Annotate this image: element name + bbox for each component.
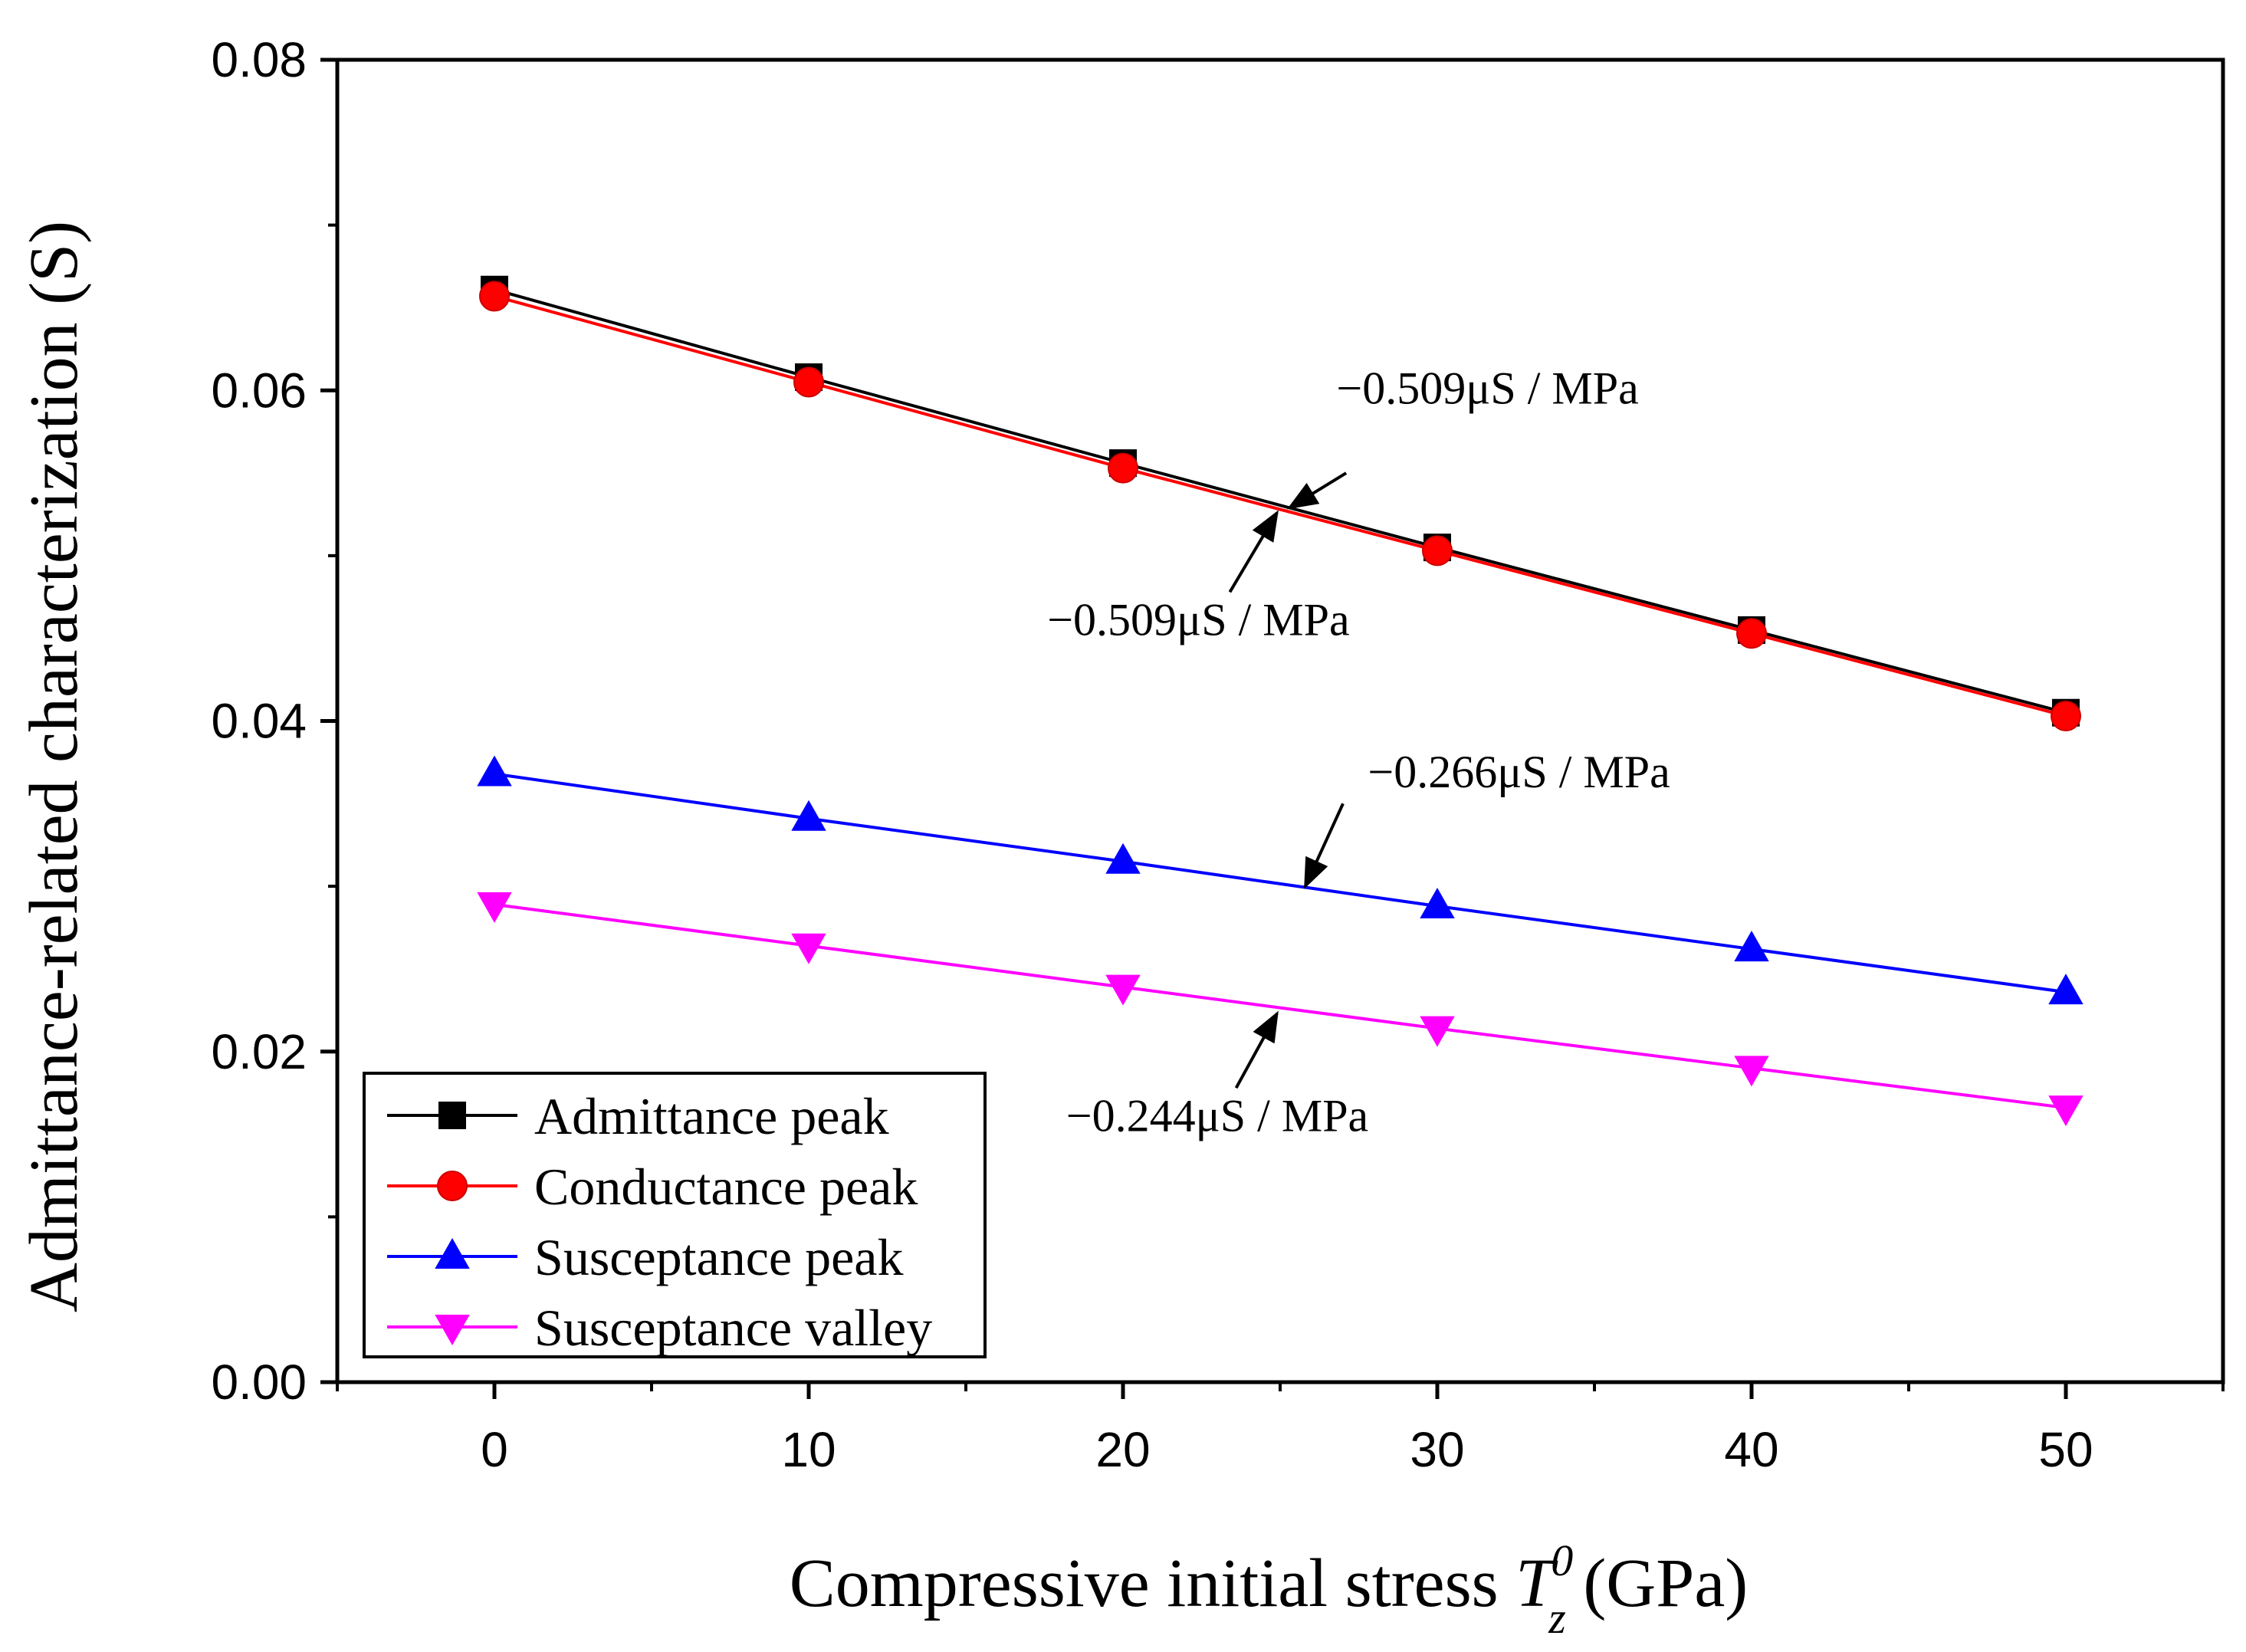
legend-item-susceptance-valley: Susceptance valley bbox=[387, 1299, 932, 1357]
legend-marker bbox=[435, 1237, 470, 1269]
annotation-label: −0.509μS / MPa bbox=[1047, 594, 1349, 645]
data-point bbox=[791, 800, 826, 831]
annotation-arrow bbox=[1228, 510, 1279, 593]
series-admittance-peak bbox=[481, 275, 2080, 727]
x-axis-title: Compressive initial stress T0 z (GPa) bbox=[790, 1535, 1749, 1643]
legend-item-susceptance-peak: Susceptance peak bbox=[387, 1228, 903, 1286]
x-axis-title-subscript: z bbox=[1548, 1593, 1566, 1643]
data-point bbox=[1736, 618, 1767, 649]
annotation-arrow bbox=[1303, 803, 1345, 889]
x-tick-label: 30 bbox=[1410, 1422, 1464, 1477]
annotation-4: −0.244μS / MPa bbox=[1066, 1010, 1368, 1141]
data-point bbox=[2051, 701, 2081, 732]
data-point bbox=[2048, 1095, 2083, 1127]
x-axis-title-superscript: 0 bbox=[1551, 1535, 1573, 1585]
legend-item-conductance-peak: Conductance peak bbox=[387, 1158, 918, 1216]
data-point bbox=[477, 892, 512, 923]
annotation-arrow bbox=[1286, 471, 1348, 510]
data-point bbox=[791, 933, 826, 964]
series-line bbox=[494, 772, 2067, 994]
annotation-label: −0.244μS / MPa bbox=[1066, 1090, 1368, 1141]
legend-label: Admittance peak bbox=[534, 1087, 889, 1145]
series-line bbox=[494, 294, 2067, 718]
data-point bbox=[793, 366, 824, 398]
x-axis-title-prefix: Compressive initial stress bbox=[790, 1545, 1515, 1621]
series-line bbox=[494, 287, 2067, 714]
x-tick-label: 0 bbox=[481, 1422, 508, 1477]
legend-label: Conductance peak bbox=[534, 1158, 918, 1216]
annotation-3: −0.266μS / MPa bbox=[1303, 747, 1670, 889]
legend: Admittance peak Conductance peak Susceptan… bbox=[363, 1072, 987, 1358]
series-conductance-peak bbox=[479, 281, 2081, 732]
x-tick-label: 40 bbox=[1724, 1422, 1778, 1477]
x-axis-title-symbol: T bbox=[1515, 1545, 1558, 1621]
annotation-arrow bbox=[1234, 1010, 1279, 1089]
data-point bbox=[479, 281, 510, 312]
y-tick-label: 0.00 bbox=[211, 1355, 307, 1410]
legend-marker bbox=[438, 1102, 466, 1129]
y-tick-label: 0.04 bbox=[211, 694, 307, 749]
annotation-label: −0.509μS / MPa bbox=[1336, 363, 1638, 414]
legend-box bbox=[363, 1072, 987, 1358]
series-layer bbox=[477, 275, 2083, 1127]
data-point bbox=[2048, 974, 2083, 1005]
legend-item-admittance-peak: Admittance peak bbox=[387, 1087, 889, 1145]
x-tick-label: 50 bbox=[2038, 1422, 2093, 1477]
legend-marker bbox=[435, 1315, 470, 1346]
annotation-label: −0.266μS / MPa bbox=[1368, 747, 1670, 797]
annotation-1: −0.509μS / MPa bbox=[1286, 363, 1639, 510]
data-point bbox=[1422, 535, 1453, 567]
x-axis-title-suffix: (GPa) bbox=[1566, 1545, 1748, 1621]
y-tick-label: 0.08 bbox=[211, 32, 307, 87]
data-point bbox=[1105, 842, 1141, 874]
data-point bbox=[1734, 1056, 1769, 1087]
x-tick-label: 20 bbox=[1095, 1422, 1150, 1477]
legend-label: Susceptance valley bbox=[534, 1299, 932, 1357]
legend-marker bbox=[437, 1171, 468, 1201]
data-point bbox=[1108, 452, 1138, 484]
y-axis-title: Admittance-related characterization (S) bbox=[16, 221, 92, 1312]
data-point bbox=[1420, 1016, 1455, 1047]
data-point bbox=[1420, 887, 1455, 918]
data-point bbox=[1105, 974, 1141, 1006]
data-point bbox=[1734, 931, 1769, 962]
y-tick-label: 0.02 bbox=[211, 1024, 307, 1079]
annotation-2: −0.509μS / MPa bbox=[1047, 510, 1350, 645]
x-tick-label: 10 bbox=[781, 1422, 836, 1477]
axes: 0 10 20 30 40 50 0.00 0.02 0.04 0.06 0.08 bbox=[211, 32, 2225, 1477]
annotations: −0.509μS / MPa −0.509μS / MPa −0.266μS / M… bbox=[1047, 363, 1670, 1141]
series-line bbox=[494, 902, 2067, 1110]
legend-label: Susceptance peak bbox=[534, 1228, 903, 1286]
series-susceptance-valley bbox=[477, 892, 2083, 1127]
series-susceptance-peak bbox=[477, 755, 2083, 1005]
data-point bbox=[477, 755, 512, 787]
y-tick-label: 0.06 bbox=[211, 363, 307, 418]
